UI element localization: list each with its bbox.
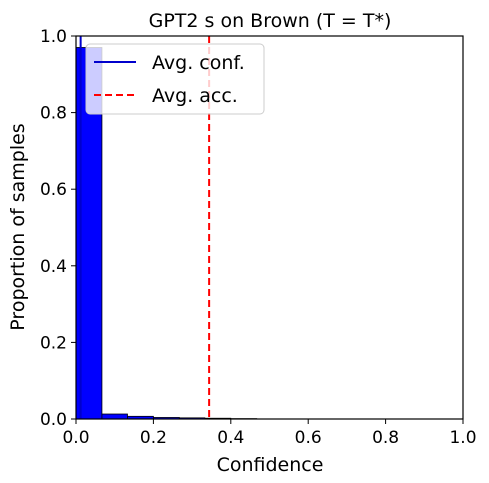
x-tick-label: 0.2	[140, 428, 167, 448]
chart-title: GPT2 s on Brown (T = T*)	[149, 10, 392, 32]
x-tick-label: 0.8	[372, 428, 399, 448]
x-tick-label: 1.0	[449, 428, 476, 448]
y-tick-label: 0.6	[40, 180, 67, 200]
histogram-bar-2	[101, 413, 128, 420]
legend: Avg. conf. Avg. acc.	[85, 43, 265, 115]
reference-lines	[79, 36, 211, 419]
y-tick-label: 0.0	[40, 410, 67, 430]
y-tick-label: 0.4	[40, 257, 67, 277]
x-tick-label: 0.4	[217, 428, 244, 448]
plot-frame	[75, 35, 464, 420]
y-tick-label: 1.0	[40, 27, 67, 47]
y-tick-label: 0.2	[40, 333, 67, 353]
x-tick-label: 0.0	[62, 428, 89, 448]
y-axis-ticks: 0.0 0.2 0.4 0.6 0.8 1.0	[40, 27, 76, 430]
legend-label-2: Avg. acc.	[152, 85, 238, 107]
x-axis-label: Confidence	[217, 454, 324, 476]
y-tick-label: 0.8	[40, 104, 67, 124]
y-axis-label: Proportion of samples	[7, 123, 29, 330]
x-tick-label: 0.6	[295, 428, 322, 448]
x-axis-ticks: 0.0 0.2 0.4 0.6 0.8 1.0	[62, 419, 477, 448]
legend-label-1: Avg. conf.	[152, 52, 245, 74]
